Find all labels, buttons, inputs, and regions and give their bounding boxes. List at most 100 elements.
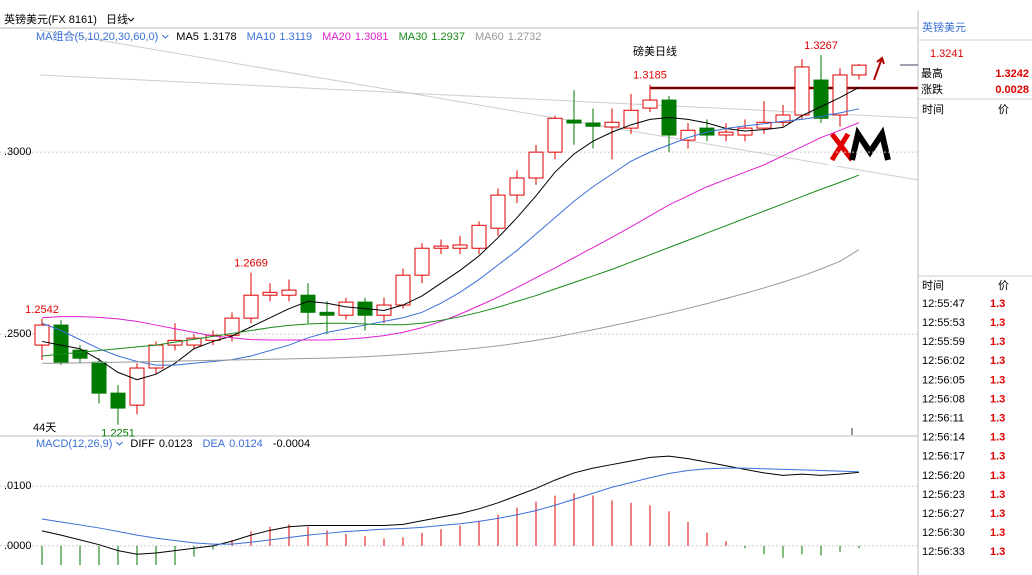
side-price: 1.3241 <box>930 48 964 60</box>
candle-body <box>167 339 183 346</box>
candle-body <box>509 177 525 196</box>
candle-body <box>224 317 240 336</box>
xm-logo <box>828 126 908 166</box>
tick-time: 12:56:23 <box>922 489 965 501</box>
candle-body <box>414 247 430 276</box>
price-annotation: 1.2251 <box>101 428 135 440</box>
trend-line <box>39 29 918 181</box>
legend-name: MA60 <box>475 31 504 43</box>
candle-body <box>319 311 335 316</box>
tick-time: 12:56:11 <box>922 413 964 425</box>
tick-price: 1.3 <box>990 374 1005 386</box>
candle-body <box>566 119 582 124</box>
tick-price: 1.3 <box>990 451 1005 463</box>
tick-price: 1.3 <box>990 413 1005 425</box>
candle-body <box>262 291 278 296</box>
legend-name: DIFF <box>130 438 155 450</box>
candle-body <box>794 66 810 116</box>
tick-time: 12:56:05 <box>922 374 965 386</box>
legend-dropdown[interactable] <box>116 441 123 446</box>
candle-body <box>34 324 50 346</box>
tick-price: 1.3 <box>990 393 1005 405</box>
legend-value: 1.3081 <box>355 31 389 43</box>
tick-price: 1.3 <box>990 527 1005 539</box>
tick-time: 12:56:33 <box>922 546 965 558</box>
y-tick-label: .0000 <box>4 540 32 552</box>
period-arrow[interactable] <box>127 17 135 22</box>
candle-body <box>737 127 753 136</box>
candle-body <box>110 392 126 409</box>
side-row-label: 最高 <box>921 66 943 80</box>
ticks-head: 时间 <box>922 279 944 292</box>
tick-price: 1.3 <box>990 470 1005 482</box>
indicator-line <box>41 122 860 341</box>
indicator-line <box>41 108 860 366</box>
legend-value: 1.3178 <box>203 31 237 43</box>
tick-price: 1.3 <box>990 546 1005 558</box>
plot <box>34 54 867 425</box>
ticks-head: 价 <box>998 279 1009 292</box>
symbol[interactable]: 英镑美元(FX 8161) <box>4 12 97 26</box>
indicator-line <box>41 467 860 545</box>
legend-name: MA20 <box>322 31 351 43</box>
legend-value: 0.0123 <box>159 438 193 450</box>
tick-price: 1.3 <box>990 432 1005 444</box>
trend-line <box>39 74 918 119</box>
tick-time: 12:56:02 <box>922 355 965 367</box>
tick-time: 12:56:20 <box>922 470 965 482</box>
tick-time: 12:55:47 <box>922 298 965 310</box>
price-annotation: 1.3267 <box>804 40 838 52</box>
tick-price: 1.3 <box>990 317 1005 329</box>
tick-time: 12:55:53 <box>922 317 965 329</box>
tick-time: 12:55:59 <box>922 336 965 348</box>
tick-price: 1.3 <box>990 355 1005 367</box>
candle-body <box>452 244 468 249</box>
candle-body <box>243 294 259 319</box>
candle-body <box>851 64 867 76</box>
legend-title: MA组合(5,10,20,30,60,0) <box>36 29 158 43</box>
tick-time: 12:56:27 <box>922 508 965 520</box>
candle-body <box>395 274 411 306</box>
tick-time: 12:56:30 <box>922 527 965 539</box>
chart-title: 磅美日线 <box>633 44 677 58</box>
candle-body <box>699 127 715 136</box>
plot <box>41 455 860 565</box>
legend-name: MA30 <box>399 31 428 43</box>
candle-body <box>813 79 829 119</box>
tick-price: 1.3 <box>990 336 1005 348</box>
period[interactable]: 日线 <box>106 12 128 26</box>
candle-body <box>433 245 449 249</box>
legend-dropdown[interactable] <box>161 34 169 39</box>
side-name: 英镑美元 <box>922 20 966 34</box>
legend-title: MACD(12,26,9) <box>36 438 112 450</box>
candle-body <box>471 224 487 249</box>
candle-body <box>775 114 791 123</box>
price-annotation: 1.3185 <box>633 70 667 82</box>
arrow <box>873 56 885 81</box>
decorations <box>39 29 918 181</box>
indicator-line <box>41 174 860 357</box>
price-annotation: 1.2669 <box>234 258 268 270</box>
candle-body <box>338 301 354 316</box>
candle-body <box>585 122 601 127</box>
candle-body <box>91 361 107 394</box>
candle-body <box>281 289 297 296</box>
candle-body <box>72 349 88 359</box>
candle-body <box>129 367 145 406</box>
tick-time: 12:56:17 <box>922 451 965 463</box>
candle-body <box>528 151 544 179</box>
legend-name: MA10 <box>247 31 276 43</box>
candle-body <box>547 117 563 153</box>
legend-value: 0.0124 <box>229 438 263 450</box>
side-row-value: 1.3242 <box>995 68 1029 80</box>
candle-body <box>756 121 772 129</box>
tick-time: 12:56:08 <box>922 393 965 405</box>
y-tick-label: .0100 <box>4 480 32 492</box>
legend-value: 1.2732 <box>508 31 542 43</box>
indicator-line <box>42 249 860 364</box>
candle-body <box>718 131 734 136</box>
y-tick-label: .3000 <box>4 146 32 158</box>
tick-price: 1.3 <box>990 489 1005 501</box>
